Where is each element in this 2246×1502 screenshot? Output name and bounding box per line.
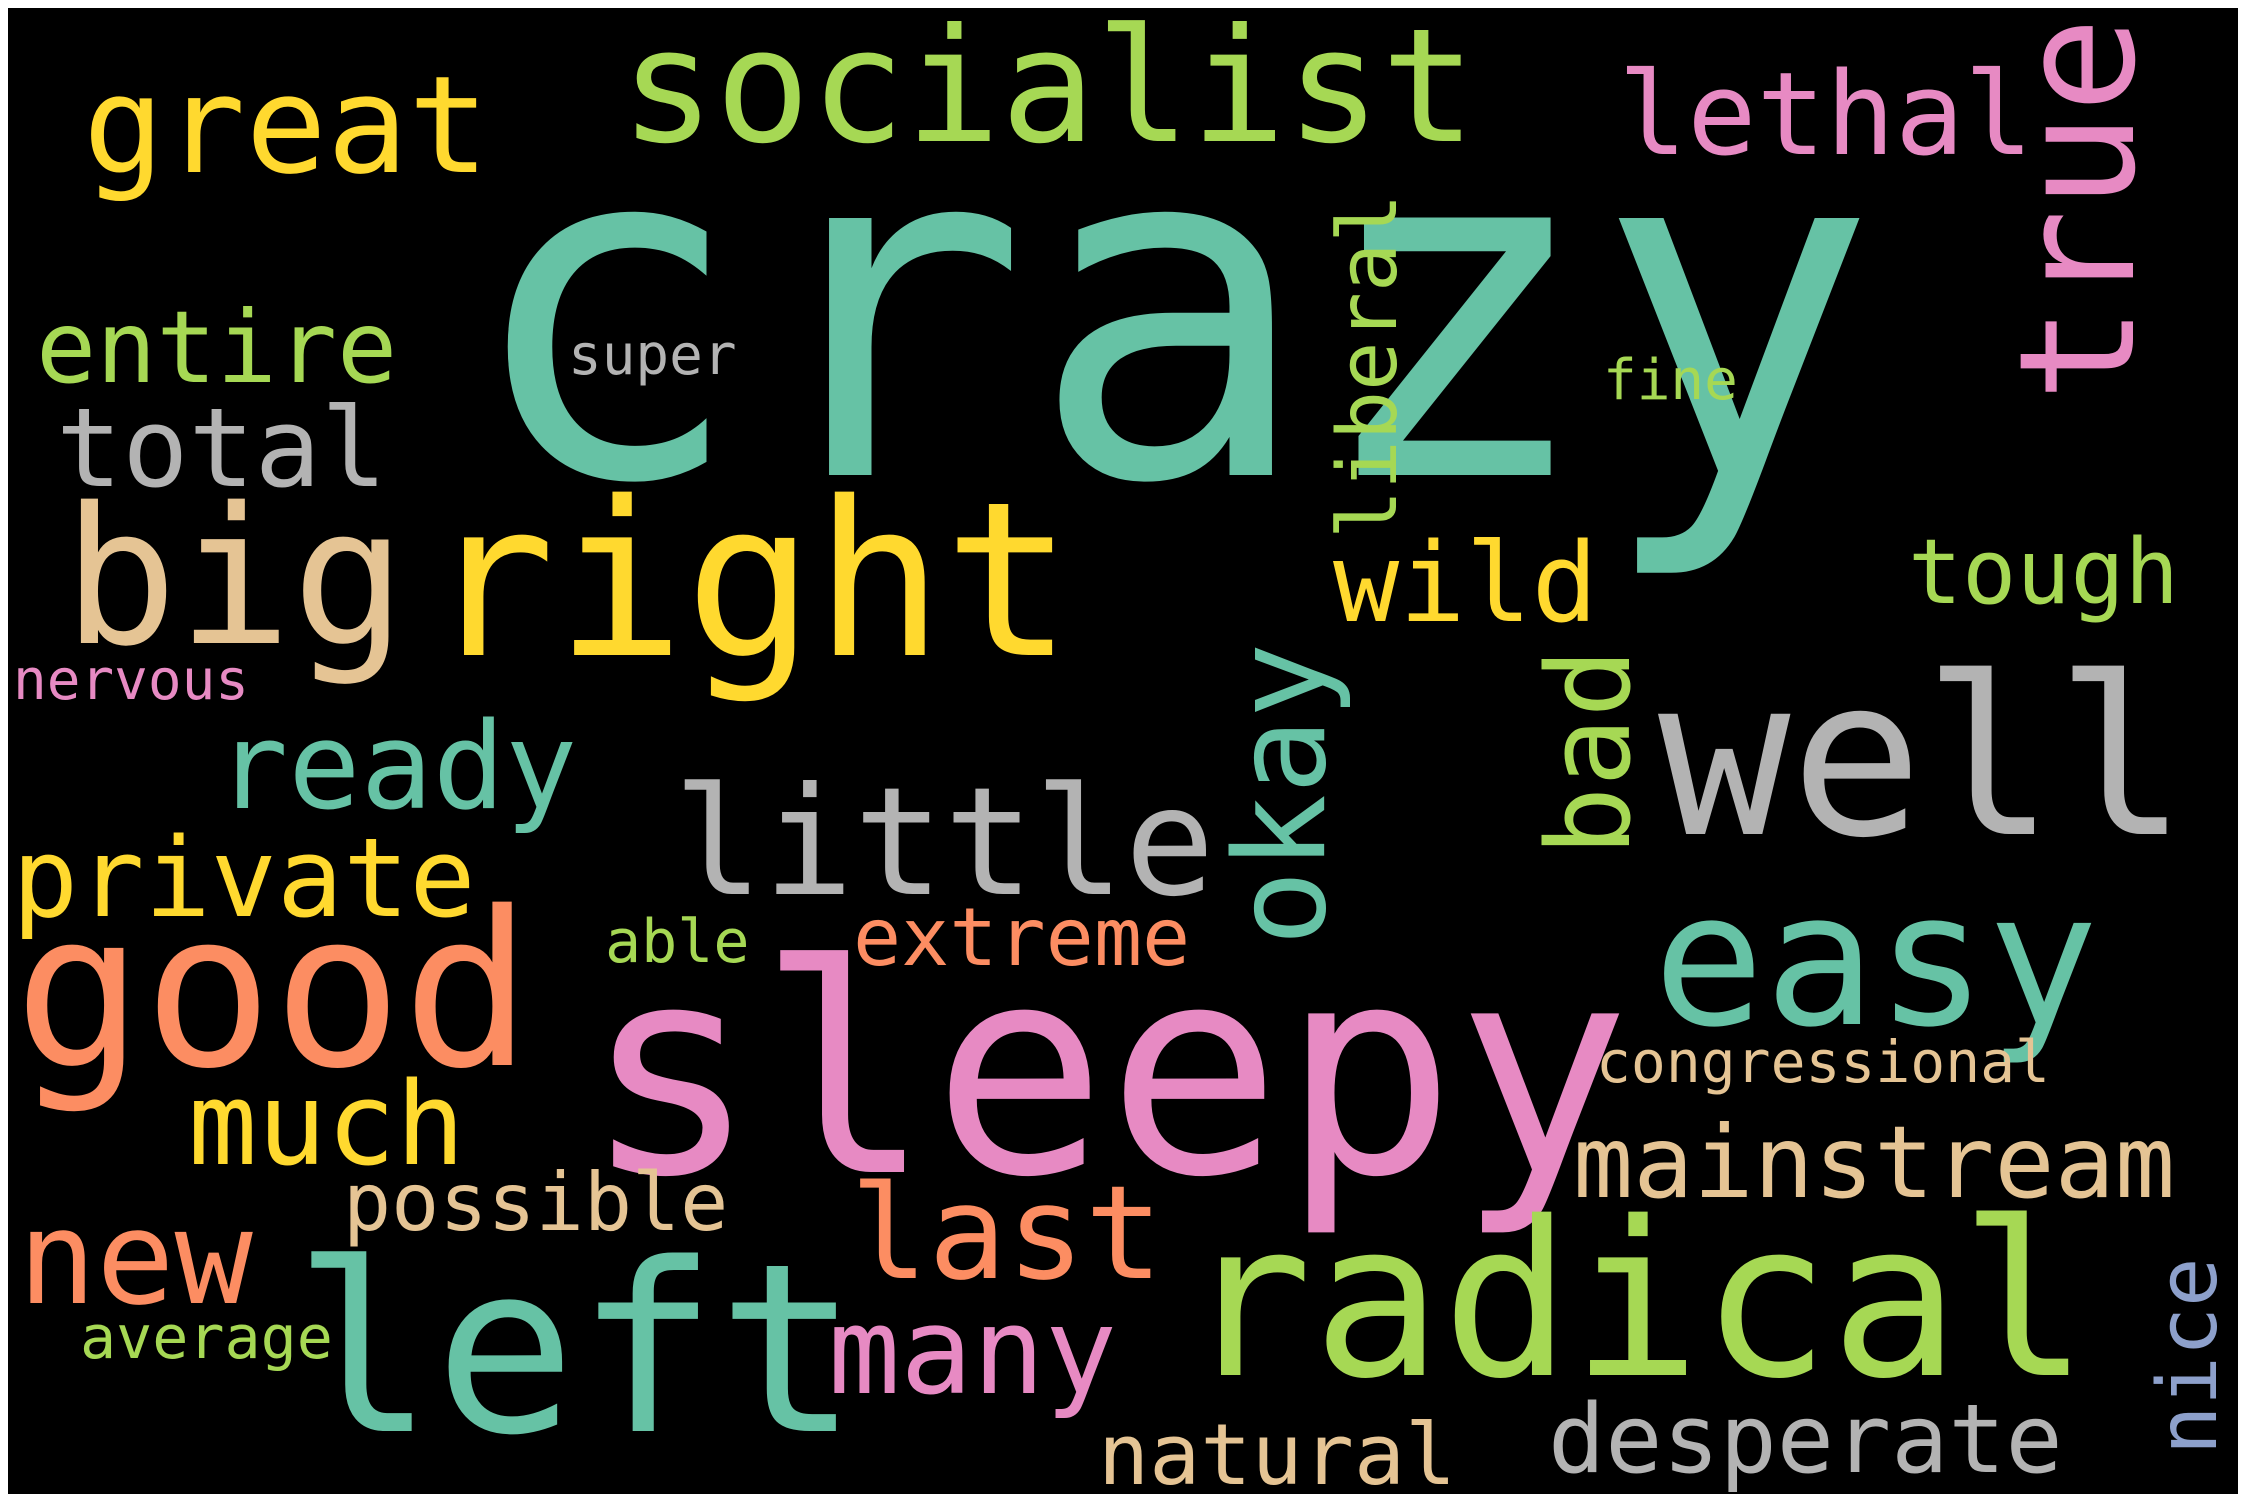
word-big: big xyxy=(63,467,407,688)
word-well: well xyxy=(1658,630,2188,886)
word-much: much xyxy=(188,1058,465,1192)
word-last: last xyxy=(850,1157,1164,1309)
word-left: left xyxy=(293,1214,859,1487)
word-bad: bad xyxy=(1523,648,1657,856)
word-congressional: congressional xyxy=(1596,1028,2050,1096)
word-entire: entire xyxy=(36,289,398,406)
word-cloud-canvas: crazy socialist great lethal true entire… xyxy=(8,8,2238,1494)
word-easy: easy xyxy=(1653,852,2099,1068)
word-many: many xyxy=(828,1283,1117,1422)
word-tough: tough xyxy=(1908,520,2179,625)
word-extreme: extreme xyxy=(853,891,1191,984)
word-little: little xyxy=(673,756,1215,930)
word-crazy: crazy xyxy=(463,39,1878,586)
word-mainstream: mainstream xyxy=(1573,1104,2176,1221)
word-fine: fine xyxy=(1603,348,1738,413)
word-right: right xyxy=(426,455,1074,706)
word-nervous: nervous xyxy=(13,648,250,713)
word-sleepy: sleepy xyxy=(583,904,1631,1241)
word-okay: okay xyxy=(1207,642,1354,946)
word-wild: wild xyxy=(1333,519,1598,647)
word-lethal: lethal xyxy=(1618,48,2034,182)
word-liberal: liberal xyxy=(1321,193,1416,539)
word-possible: possible xyxy=(343,1156,729,1249)
word-true: true xyxy=(1984,16,2171,402)
word-nice: nice xyxy=(2141,1257,2236,1455)
word-socialist: socialist xyxy=(620,8,1477,179)
word-average: average xyxy=(80,1303,333,1373)
word-total: total xyxy=(56,384,388,512)
word-ready: ready xyxy=(216,698,578,837)
word-radical: radical xyxy=(1183,1175,2090,1426)
word-good: good xyxy=(14,865,532,1116)
word-natural: natural xyxy=(1098,1406,1457,1494)
word-great: great xyxy=(83,47,490,204)
word-super: super xyxy=(568,323,737,388)
word-able: able xyxy=(605,907,750,977)
word-desperate: desperate xyxy=(1548,1385,2063,1494)
word-private: private xyxy=(12,814,476,942)
word-new: new xyxy=(18,1182,253,1334)
